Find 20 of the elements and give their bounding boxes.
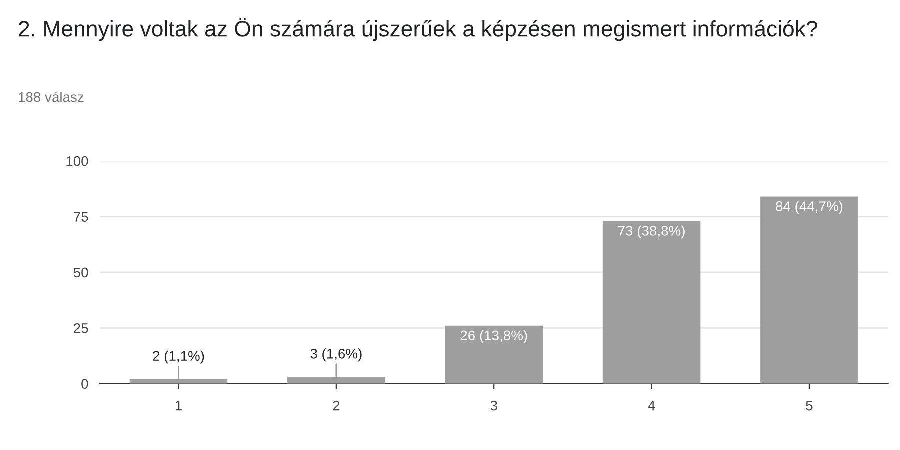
x-tick-label: 2 <box>333 400 340 411</box>
y-tick-label: 100 <box>66 156 88 166</box>
x-tick-label: 3 <box>490 400 498 411</box>
chart-title: 2. Mennyire voltak az Ön számára újszerűek a képzésen megismert információk? <box>19 18 818 42</box>
x-tick-label: 1 <box>176 401 182 411</box>
y-tick-label: 25 <box>74 323 88 334</box>
y-tick-label: 75 <box>74 212 88 222</box>
data-label: 2 (1,1%) <box>153 350 204 364</box>
bar <box>602 221 701 384</box>
data-label: 84 (44,7%) <box>776 201 843 214</box>
data-label: 73 (38,8%) <box>618 226 685 239</box>
x-tick-label: 5 <box>806 401 813 411</box>
bar <box>760 196 858 384</box>
y-tick-label: 0 <box>82 379 88 390</box>
x-tick-label: 4 <box>648 401 656 411</box>
data-label: 3 (1,6%) <box>310 348 362 362</box>
chart-subtitle: 188 válasz <box>19 92 84 102</box>
data-label: 26 (13,8%) <box>460 330 528 344</box>
y-tick-label: 50 <box>74 268 88 278</box>
bar <box>445 326 543 384</box>
